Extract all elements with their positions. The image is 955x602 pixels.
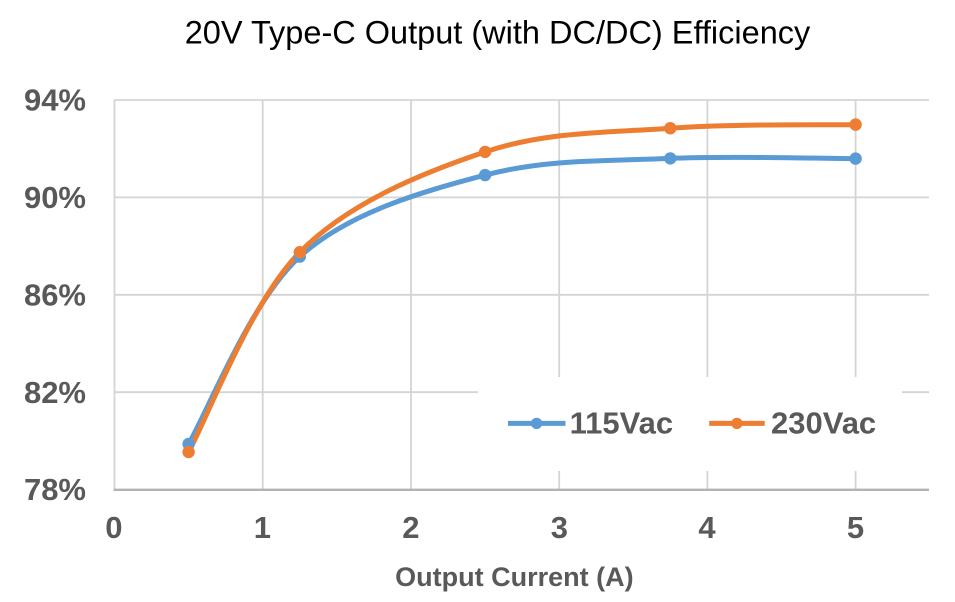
- svg-text:86%: 86%: [24, 277, 86, 312]
- svg-text:115Vac: 115Vac: [570, 406, 673, 441]
- svg-text:78%: 78%: [24, 472, 86, 507]
- svg-text:20V Type-C Output (with DC/DC): 20V Type-C Output (with DC/DC) Efficienc…: [185, 14, 811, 50]
- svg-text:0: 0: [105, 510, 122, 545]
- svg-text:2: 2: [402, 510, 419, 545]
- svg-text:Output Current (A): Output Current (A): [395, 562, 633, 592]
- svg-text:230Vac: 230Vac: [771, 406, 876, 441]
- svg-text:94%: 94%: [24, 83, 86, 118]
- svg-text:1: 1: [254, 510, 271, 545]
- svg-text:3: 3: [551, 510, 568, 545]
- svg-text:4: 4: [698, 510, 716, 545]
- svg-text:5: 5: [847, 510, 864, 545]
- svg-text:90%: 90%: [24, 180, 86, 215]
- svg-text:82%: 82%: [24, 375, 86, 410]
